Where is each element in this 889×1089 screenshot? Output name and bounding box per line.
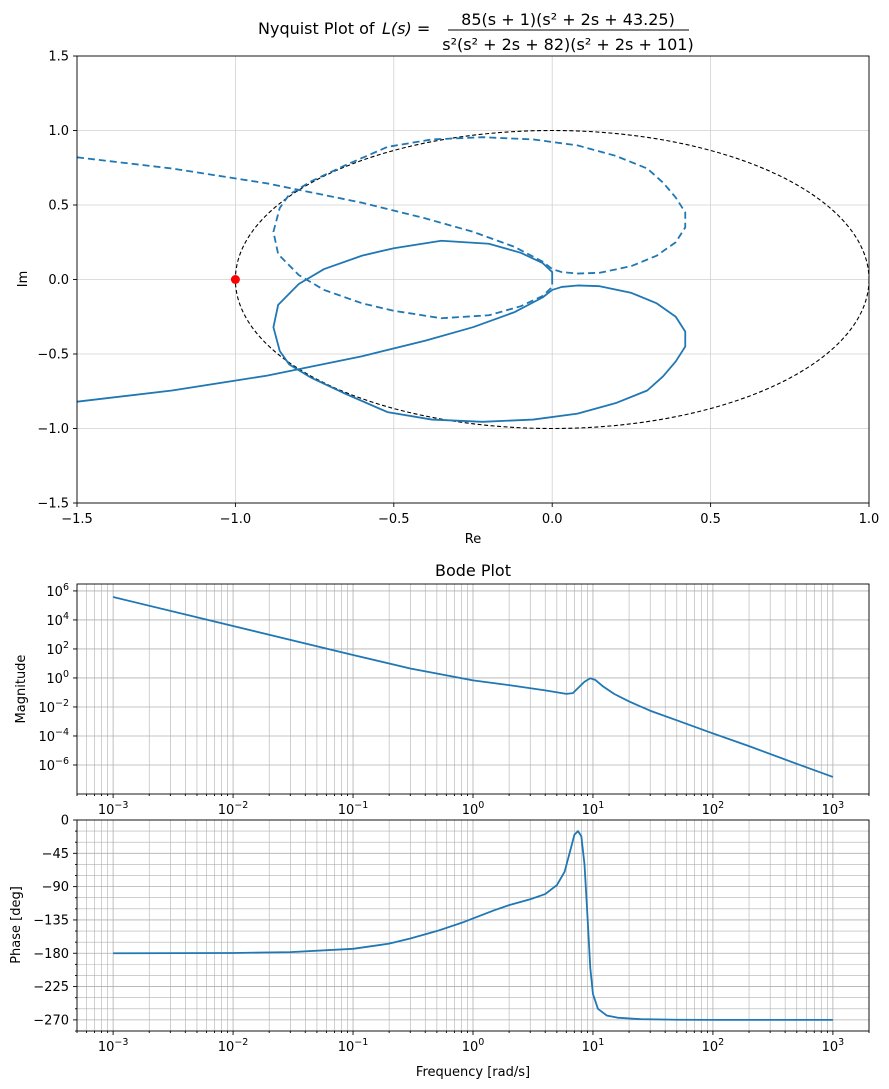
nyquist-xtick-label: −0.5 — [378, 512, 410, 527]
bode-magnitude-ytick-label: 102 — [46, 640, 69, 658]
nyquist-ytick-label: −0.5 — [37, 348, 69, 363]
bode-magnitude-ytick-label: 10−2 — [38, 698, 69, 716]
bode-magnitude-ytick-label: 106 — [46, 582, 69, 600]
bode-magnitude-ytick-label: 100 — [46, 669, 69, 687]
bode-phase-xtick-label: 101 — [582, 1037, 605, 1055]
bode-magnitude-ytick-label: 104 — [46, 611, 69, 629]
nyquist-title-numerator: 85(s + 1)(s² + 2s + 43.25) — [461, 10, 675, 29]
nyquist-axes-frame — [76, 55, 870, 504]
nyquist-title-denominator: s²(s² + 2s + 82)(s² + 2s + 101) — [442, 35, 693, 54]
bode-magnitude-xtick-label: 10−1 — [338, 800, 369, 818]
bode-phase-ytick-label: −180 — [33, 947, 69, 962]
bode-phase-xtick-label: 103 — [822, 1037, 845, 1055]
bode-phase-xtick-label: 10−1 — [338, 1037, 369, 1055]
bode-phase-ytick-label: 0 — [61, 814, 69, 829]
bode-magnitude-axes-frame — [76, 583, 870, 795]
nyquist-xlabel: Re — [465, 532, 481, 547]
bode-phase-ticks: 10−3 10−2 10−1 100 101 102 103 0 −45 −90 −135 −180 −… — [33, 814, 870, 1055]
bode-magnitude-ytick-label: 10−6 — [38, 756, 69, 774]
bode-phase-ylabel: Phase [deg] — [9, 886, 24, 964]
bode-magnitude-plot: Bode Plot 10−3 10−2 10−1 100 101 102 103 106 104… — [14, 561, 870, 818]
bode-magnitude-xtick-label: 10−3 — [98, 800, 129, 818]
nyquist-grid — [76, 55, 870, 504]
nyquist-xtick-label: 1.0 — [859, 512, 880, 527]
nyquist-xtick-label: 0.0 — [542, 512, 563, 527]
nyquist-plot: −1.5 −1.0 −0.5 0.0 0.5 1.0 −1.5 −1.0 −0.5 0.0 0.5 1… — [16, 50, 879, 548]
bode-magnitude-ticks: 10−3 10−2 10−1 100 101 102 103 106 104 102 100 10−2… — [38, 582, 870, 818]
nyquist-ticks: −1.5 −1.0 −0.5 0.0 0.5 1.0 −1.5 −1.0 −0.5 0.0 0.5 1… — [37, 50, 879, 528]
bode-phase-ytick-label: −135 — [33, 913, 69, 928]
nyquist-ytick-label: 0.0 — [48, 273, 69, 288]
bode-phase-ytick-label: −270 — [33, 1013, 69, 1028]
nyquist-title: Nyquist Plot of L(s) = 85(s + 1)(s² + 2s… — [258, 10, 694, 54]
nyquist-xtick-label: 0.5 — [700, 512, 721, 527]
bode-phase-axes-frame — [76, 819, 870, 1032]
bode-magnitude-xtick-label: 10−2 — [218, 800, 249, 818]
bode-magnitude-grid — [76, 584, 870, 794]
bode-phase-xtick-label: 102 — [702, 1037, 725, 1055]
nyquist-title-prefix: Nyquist Plot of — [258, 19, 375, 38]
nyquist-ytick-label: −1.5 — [37, 497, 69, 512]
bode-phase-curve — [113, 830, 833, 1021]
nyquist-ytick-label: 1.5 — [48, 50, 69, 65]
nyquist-xtick-label: −1.5 — [61, 512, 93, 527]
bode-magnitude-ytick-label: 10−4 — [38, 727, 69, 745]
nyquist-curve-negative-freq — [77, 136, 687, 320]
bode-phase-ytick-label: −225 — [33, 980, 69, 995]
bode-magnitude-curve — [112, 596, 834, 778]
bode-phase-xlabel: Frequency [rad/s] — [416, 1065, 530, 1080]
bode-phase-grid — [76, 819, 870, 1032]
nyquist-curve-positive-freq — [77, 239, 687, 423]
bode-magnitude-xtick-label: 100 — [462, 800, 485, 818]
nyquist-ytick-label: 1.0 — [48, 124, 69, 139]
bode-phase-ytick-label: −45 — [42, 847, 69, 862]
nyquist-critical-point — [230, 275, 240, 284]
nyquist-ytick-label: 0.5 — [48, 199, 69, 214]
bode-phase-xtick-label: 10−3 — [98, 1037, 129, 1055]
bode-magnitude-ylabel: Magnitude — [14, 655, 29, 724]
nyquist-title-lhs: L(s) = — [382, 19, 430, 38]
bode-phase-xtick-label: 100 — [462, 1037, 485, 1055]
nyquist-xtick-label: −1.0 — [220, 512, 252, 527]
bode-phase-xtick-label: 10−2 — [218, 1037, 249, 1055]
nyquist-ytick-label: −1.0 — [37, 422, 69, 437]
bode-title: Bode Plot — [435, 561, 511, 580]
bode-magnitude-xtick-label: 101 — [582, 800, 605, 818]
nyquist-ylabel: Im — [16, 271, 31, 288]
bode-magnitude-xtick-label: 103 — [822, 800, 845, 818]
bode-phase-plot: 10−3 10−2 10−1 100 101 102 103 0 −45 −90 −135 −180 −… — [9, 814, 870, 1080]
bode-phase-ytick-label: −90 — [42, 880, 69, 895]
bode-magnitude-xtick-label: 102 — [702, 800, 725, 818]
